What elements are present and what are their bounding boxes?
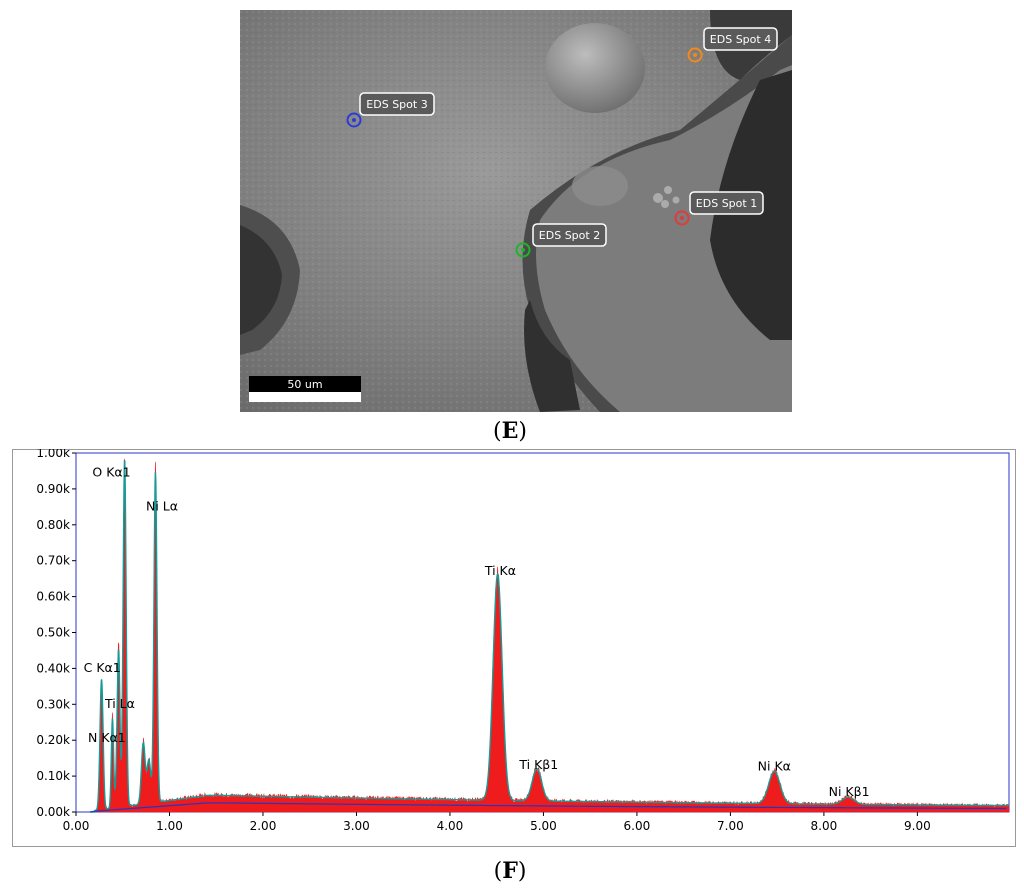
x-tick-label: 4.00	[437, 819, 464, 833]
eds-spot-1-marker: EDS Spot 1	[674, 191, 764, 226]
peak-label: C Kα1	[84, 660, 121, 675]
panel-letter-f: F	[502, 858, 518, 884]
peak-label: Ti Lα	[104, 696, 135, 711]
y-tick-label: 0.80k	[36, 518, 70, 532]
y-tick-label: 0.40k	[36, 661, 70, 675]
eds-spot-4-marker: EDS Spot 4	[687, 27, 778, 63]
peak-label: Ni Kβ1	[829, 784, 870, 799]
y-tick-label: 0.50k	[36, 626, 70, 640]
eds-spectrum-svg: 0.00k 0.10k 0.20k 0.30k 0.40k 0.50k 0.60k 0.70k…	[12, 446, 1016, 847]
y-tick-label: 0.20k	[36, 733, 70, 747]
y-tick-label: 0.90k	[36, 482, 70, 496]
peak-label: Ti Kα	[484, 563, 516, 578]
y-tick-label: 0.10k	[36, 769, 70, 783]
pore-left-shadow	[240, 225, 282, 335]
y-tick-label: 0.00k	[36, 805, 70, 819]
x-tick-label: 6.00	[624, 819, 651, 833]
x-tick-label: 2.00	[250, 819, 277, 833]
surface-particle	[572, 166, 628, 206]
pore-inner-wall	[536, 65, 792, 412]
eds-spot-3-label: EDS Spot 3	[366, 98, 427, 111]
x-tick-label: 1.00	[156, 819, 183, 833]
eds-spot-1-label: EDS Spot 1	[696, 197, 757, 210]
panel-label-e: (E)	[493, 418, 527, 444]
x-tick-label: 5.00	[530, 819, 557, 833]
fit-series	[90, 460, 1009, 813]
panel-letter-e: E	[501, 418, 519, 444]
sem-micrograph: EDS Spot 1 EDS Spot 2 EDS Spot 3 EDS Spo…	[240, 10, 792, 412]
x-tick-label: 8.00	[811, 819, 838, 833]
scale-bar-label: 50 um	[287, 378, 322, 391]
x-tick-label: 0.00	[63, 819, 90, 833]
sem-image: EDS Spot 1 EDS Spot 2 EDS Spot 3 EDS Spo…	[240, 10, 792, 412]
sintered-particle	[545, 23, 645, 113]
scale-bar: 50 um	[249, 376, 361, 402]
panel-label-f: (F)	[493, 858, 527, 884]
eds-spot-2-marker: EDS Spot 2	[515, 223, 607, 258]
peak-label: O Kα1	[92, 464, 130, 479]
eds-spot-4-label: EDS Spot 4	[710, 33, 771, 46]
x-tick-label: 9.00	[904, 819, 931, 833]
particle-cluster	[653, 186, 680, 208]
y-tick-label: 0.70k	[36, 554, 70, 568]
eds-spot-3-marker: EDS Spot 3	[346, 92, 435, 128]
peak-label: N Kα1	[88, 730, 126, 745]
plot-area	[75, 452, 1010, 813]
eds-spectrum-chart: 0.00k 0.10k 0.20k 0.30k 0.40k 0.50k 0.60k 0.70k…	[12, 446, 1016, 847]
spectrum-series	[89, 458, 1010, 813]
y-tick-label: 1.00k	[36, 449, 70, 460]
pore-lower-shadow	[524, 300, 580, 412]
peak-label: Ni Lα	[146, 498, 178, 513]
x-tick-label: 7.00	[717, 819, 744, 833]
peak-label: Ni Kα	[758, 759, 791, 774]
x-tick-label: 3.00	[343, 819, 370, 833]
peak-label: Ti Kβ1	[518, 757, 558, 772]
y-tick-label: 0.60k	[36, 590, 70, 604]
y-tick-label: 0.30k	[36, 697, 70, 711]
eds-spot-2-label: EDS Spot 2	[539, 229, 600, 242]
background-series	[89, 802, 1007, 813]
